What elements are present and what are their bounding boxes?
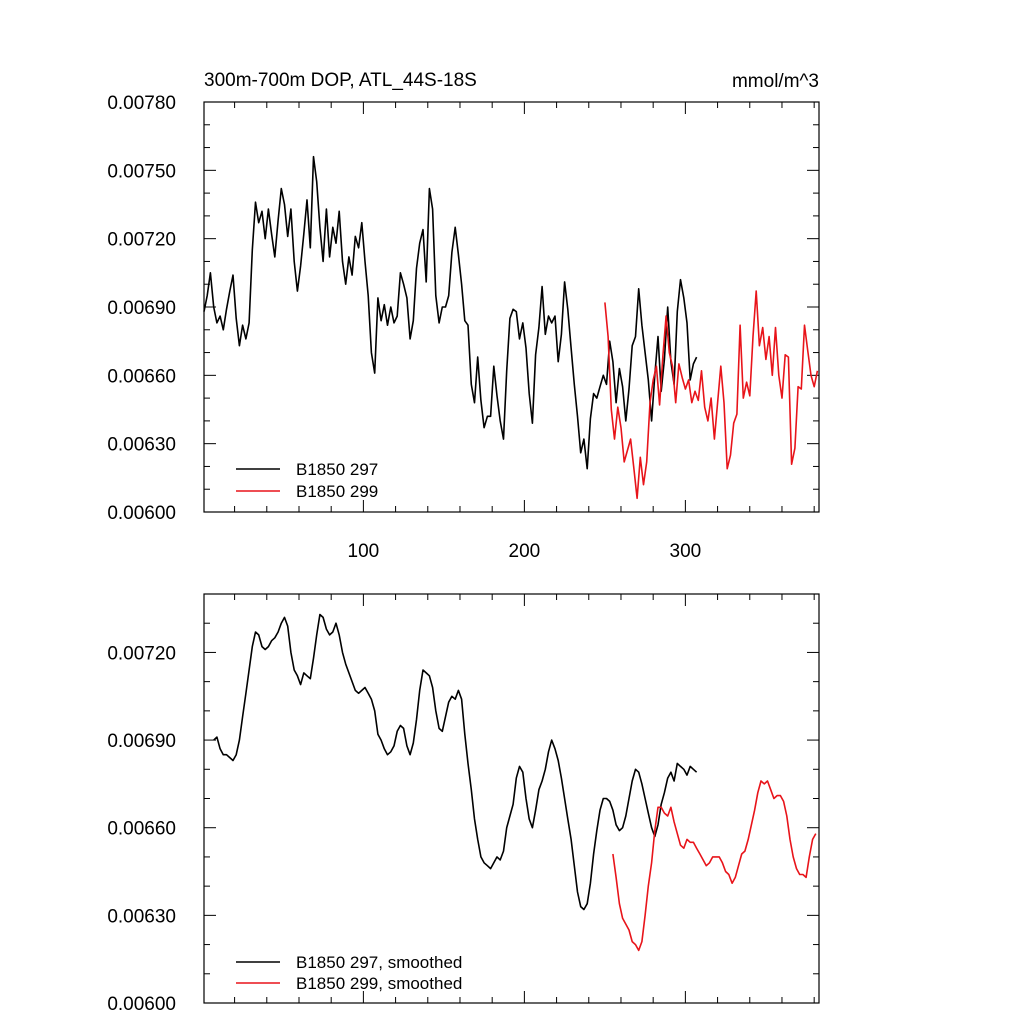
x-tick-label: 200 [509,541,541,562]
legend: B1850 297 B1850 299 [236,460,378,501]
y-tick-label: 0.00630 [107,906,176,927]
y-tick-label: 0.00720 [107,643,176,664]
y-tick-label: 0.00690 [107,298,176,319]
legend-label: B1850 299 [296,482,378,501]
y-tick-label: 0.00600 [107,994,176,1015]
y-tick-label: 0.00750 [107,161,176,182]
units-label: mmol/m^3 [732,71,819,92]
legend: B1850 297, smoothed B1850 299, smoothed [236,953,462,993]
y-tick-label: 0.00690 [107,731,176,752]
top-panel: 300m-700m DOP, ATL_44S-18S mmol/m^3 B185… [107,70,820,562]
chart-title: 300m-700m DOP, ATL_44S-18S [204,70,477,91]
plot-frame [203,101,820,513]
series-line-2 [612,780,817,952]
bottom-panel: B1850 297, smoothed B1850 299, smoothed 0… [107,593,820,1015]
series-line-1 [213,613,698,911]
series-lines [203,155,819,500]
x-tick-label: 100 [348,541,380,562]
series-line-1 [203,155,698,470]
legend-label: B1850 297, smoothed [296,953,462,972]
tick-labels: 0.00600 0.00630 0.00660 0.00690 0.00720 [107,643,176,1015]
series-lines [213,613,817,952]
y-tick-label: 0.00720 [107,230,176,251]
legend-label: B1850 297 [296,460,378,479]
series-line-2 [604,290,819,500]
y-tick-label: 0.00660 [107,366,176,387]
y-tick-label: 0.00660 [107,819,176,840]
y-tick-label: 0.00780 [107,93,176,114]
tick-labels: 0.00600 0.00630 0.00660 0.00690 0.00720 0.007… [107,93,701,562]
x-tick-label: 300 [670,541,702,562]
y-tick-label: 0.00630 [107,435,176,456]
y-tick-label: 0.00600 [107,503,176,524]
plot-frame [203,593,820,1004]
legend-label: B1850 299, smoothed [296,974,462,993]
axis-ticks [204,593,819,1004]
